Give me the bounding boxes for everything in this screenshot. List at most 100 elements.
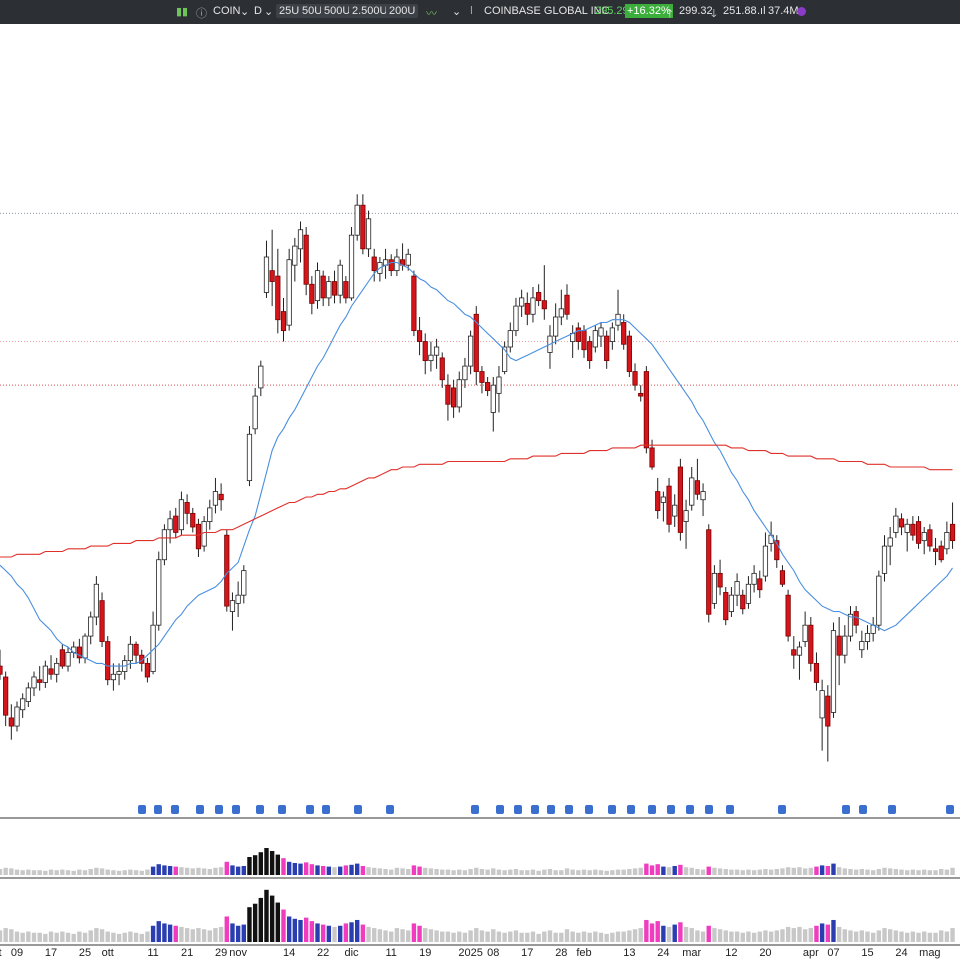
chart-type-icon[interactable]: 〰 — [426, 8, 437, 20]
volume-bar — [797, 867, 802, 875]
volume-bar — [48, 869, 54, 875]
volume-bar — [213, 928, 218, 942]
volume-bar — [462, 932, 468, 942]
volume-bar — [230, 923, 235, 942]
volume-bar — [139, 870, 144, 875]
x-tick-label: 15 — [861, 947, 873, 959]
volume-bar — [916, 870, 921, 875]
volume-bar — [281, 909, 286, 942]
volume-bar — [655, 864, 660, 875]
info-icon[interactable]: ǀ — [470, 5, 473, 17]
volume-bar — [632, 929, 638, 942]
candle-icon[interactable]: ▮▮ — [176, 6, 189, 18]
volume-bar — [848, 869, 853, 875]
volume-bar — [252, 903, 258, 942]
event-badge — [608, 805, 616, 814]
volume-bar — [423, 867, 428, 875]
volume-bar — [162, 865, 167, 875]
event-badge — [386, 805, 394, 814]
x-tick-label: 17 — [521, 947, 533, 959]
size-button[interactable]: 50U — [299, 4, 326, 18]
dropdown-arrow[interactable]: ⌄ — [452, 6, 462, 18]
volume-bar — [26, 869, 31, 875]
volume-bar — [842, 929, 848, 942]
size-button[interactable]: 500U — [321, 4, 354, 18]
x-tick-label: 11 — [386, 947, 397, 959]
volume-bar — [887, 868, 893, 875]
dropdown-arrow[interactable]: ⌄ — [240, 6, 250, 18]
volume-bar — [179, 926, 184, 942]
candle-body — [229, 600, 236, 612]
volume-bar — [683, 867, 689, 875]
event-badge — [726, 805, 734, 814]
volume-bar — [950, 928, 955, 942]
volume-bar — [389, 931, 394, 942]
volume-bar — [457, 931, 462, 942]
volume-bar — [746, 931, 751, 942]
volume-bar — [343, 865, 349, 875]
volume-bar — [218, 867, 224, 875]
volume-bar — [887, 929, 893, 942]
volume-bar — [899, 869, 904, 875]
volume-bar — [99, 868, 105, 875]
volume-bar — [445, 869, 451, 875]
volume-bar — [802, 929, 808, 942]
interval[interactable]: D — [254, 5, 262, 17]
size-button[interactable]: 200U — [386, 4, 419, 18]
candle-body — [286, 259, 292, 326]
volume-bar — [933, 932, 938, 942]
volume-bar — [355, 919, 360, 942]
low-arrow: 🡓 — [711, 8, 717, 20]
volume-bar — [910, 869, 916, 875]
dropdown-arrow[interactable]: ⌄ — [264, 6, 274, 18]
volume-bar — [394, 928, 400, 942]
volume-bar — [440, 869, 445, 875]
company-name: COINBASE GLOBAL INC. — [484, 5, 613, 17]
candle-body — [779, 570, 786, 585]
volume-bar — [451, 932, 456, 942]
volume-bar — [37, 870, 42, 875]
volume-bar — [542, 869, 547, 875]
volume-bar — [451, 870, 456, 875]
volume-bar — [859, 930, 865, 942]
candle-body — [904, 523, 910, 533]
candle-body — [893, 515, 899, 533]
volume-bar — [666, 926, 672, 942]
event-badge — [154, 805, 162, 814]
volume-bar — [479, 869, 485, 875]
volume-bar — [133, 932, 139, 942]
volume-bar — [536, 870, 541, 875]
volume-bar — [944, 869, 950, 875]
volume-bar — [173, 925, 178, 942]
status-dot[interactable] — [797, 7, 806, 16]
x-tick-label: dic — [344, 947, 359, 959]
volume-bar — [150, 866, 156, 875]
event-badge — [667, 805, 675, 814]
candle-body — [706, 529, 712, 615]
candle-body — [519, 297, 525, 307]
candle-body — [921, 532, 927, 542]
candle-body — [694, 480, 701, 495]
volume-bar — [819, 865, 825, 875]
volume-bar — [145, 931, 150, 942]
volume-bar — [785, 926, 791, 942]
candle-body — [48, 668, 54, 675]
volume-bar — [349, 922, 354, 942]
candle-body — [235, 594, 241, 604]
volume-bar — [111, 932, 116, 942]
volume-bar — [264, 889, 269, 942]
volume-bar — [43, 933, 48, 942]
volume-bar — [468, 869, 473, 875]
candle-body — [558, 308, 564, 318]
candle-body — [275, 275, 281, 321]
volume-bar — [156, 921, 161, 942]
size-button[interactable]: 2.500U — [349, 4, 391, 18]
info-icon[interactable]: ⓘ — [196, 8, 207, 20]
volume-bar — [519, 932, 524, 942]
candle-body — [93, 583, 99, 618]
x-tick-label: ott — [102, 947, 114, 959]
size-button[interactable]: 25U — [276, 4, 303, 18]
volume-bar — [615, 869, 621, 875]
candle-body — [723, 592, 729, 621]
symbol[interactable]: COIN — [213, 5, 241, 17]
